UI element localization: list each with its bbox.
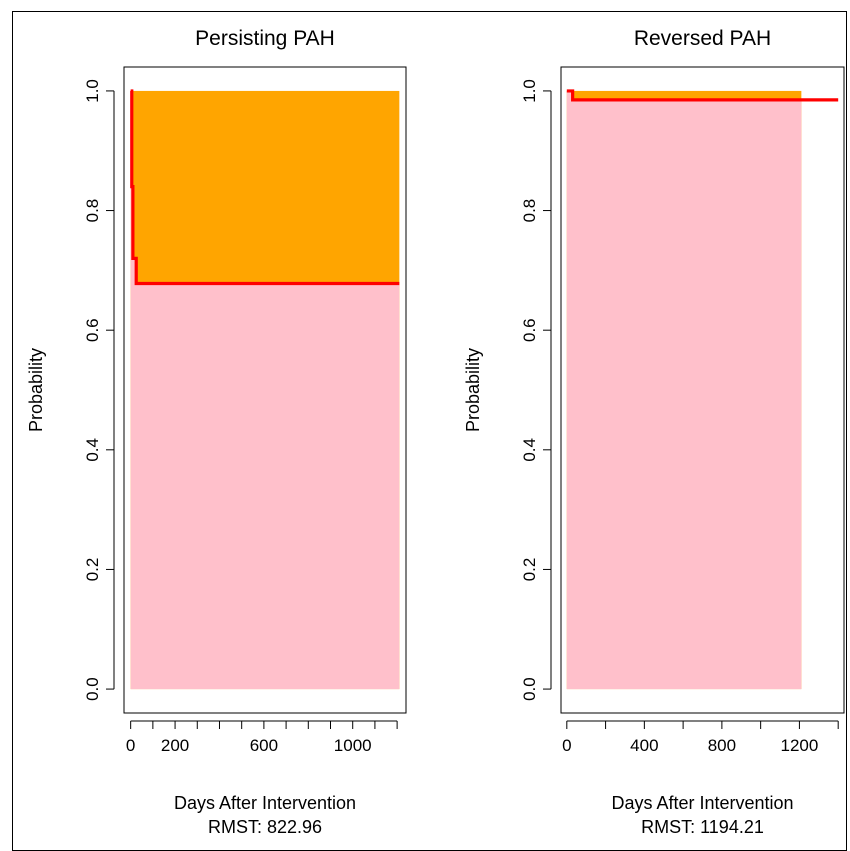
x-axis-label: Days After Intervention bbox=[174, 793, 356, 813]
x-tick-label: 0 bbox=[562, 736, 571, 755]
y-tick-label: 0.2 bbox=[520, 558, 539, 582]
y-tick-label: 0.4 bbox=[520, 438, 539, 462]
plot-box bbox=[123, 66, 407, 714]
x-tick-label: 0 bbox=[126, 736, 135, 755]
y-tick-label: 0.8 bbox=[83, 199, 102, 223]
x-tick-label: 400 bbox=[630, 736, 658, 755]
x-tick-label: 200 bbox=[161, 736, 189, 755]
rmst-label: RMST: 822.96 bbox=[208, 817, 322, 837]
y-tick-label: 0.0 bbox=[83, 677, 102, 701]
chart-title: Reversed PAH bbox=[634, 27, 771, 50]
y-axis-label: Probability bbox=[26, 348, 46, 432]
x-tick-label: 600 bbox=[250, 736, 278, 755]
y-axis-label: Probability bbox=[463, 348, 483, 432]
y-tick-label: 0.4 bbox=[83, 438, 102, 462]
survival-curve-line bbox=[130, 89, 400, 286]
panel-persisting: 0 200 600 1000 0.0 0.2 0.4 0.6 0.8 1.0 Persisting … bbox=[26, 27, 407, 837]
x-axis-label: Days After Intervention bbox=[611, 793, 793, 813]
chart-title: Persisting PAH bbox=[195, 27, 335, 50]
y-tick-label: 0.6 bbox=[520, 318, 539, 342]
y-tick-label: 0.6 bbox=[83, 318, 102, 342]
survival-curve-line bbox=[566, 89, 839, 102]
x-tick-label: 1200 bbox=[781, 736, 819, 755]
area-below-curve bbox=[566, 90, 802, 690]
plot-box bbox=[560, 66, 845, 714]
y-tick-label: 1.0 bbox=[83, 79, 102, 103]
y-tick-label: 1.0 bbox=[520, 79, 539, 103]
x-tick-label: 1000 bbox=[334, 736, 372, 755]
y-tick-label: 0.8 bbox=[520, 199, 539, 223]
y-tick-label: 0.2 bbox=[83, 558, 102, 582]
panel-reversed: 0 400 800 1200 0.0 0.2 0.4 0.6 0.8 1.0 Reversed PA… bbox=[463, 27, 845, 837]
x-tick-label: 800 bbox=[708, 736, 736, 755]
rmst-label: RMST: 1194.21 bbox=[641, 817, 764, 837]
area-below-curve bbox=[130, 90, 400, 690]
y-tick-label: 0.0 bbox=[520, 677, 539, 701]
